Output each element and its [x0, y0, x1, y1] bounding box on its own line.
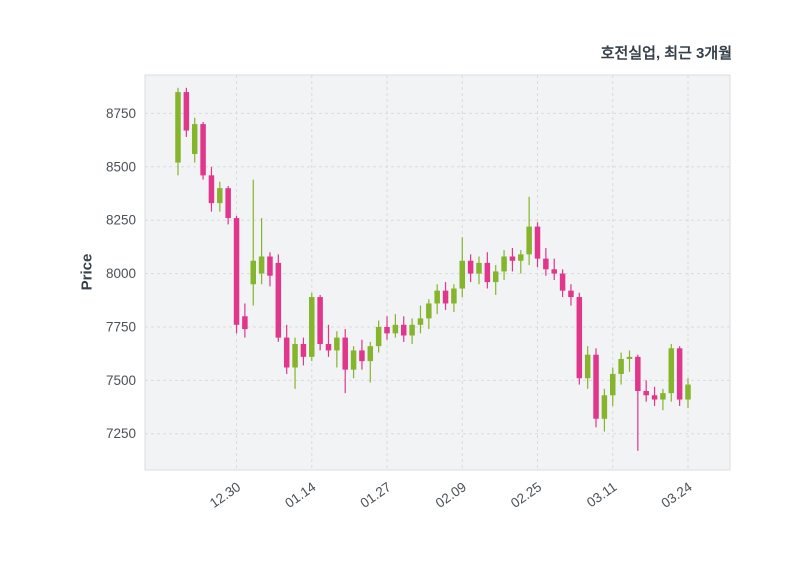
candle-body: [275, 262, 282, 338]
candle-body: [551, 269, 557, 274]
candle-body: [576, 297, 583, 379]
x-tick-label: 01.27: [357, 479, 393, 511]
x-tick-label: 02.09: [433, 479, 469, 511]
candle-body: [325, 344, 332, 351]
candle-body: [342, 337, 348, 370]
candle-body: [317, 297, 323, 345]
candle-body: [392, 324, 399, 334]
candle-body: [442, 290, 449, 304]
candle-body: [183, 92, 190, 131]
candle-body: [242, 316, 248, 330]
candle-body: [559, 273, 566, 291]
candle-body: [610, 373, 616, 396]
candle-body: [200, 124, 206, 176]
candle-body: [484, 262, 491, 283]
candle-body: [526, 226, 532, 255]
candle-body: [417, 318, 424, 325]
candle-body: [467, 260, 474, 274]
candle-body: [660, 393, 666, 400]
x-tick-label: 12.30: [207, 479, 243, 511]
candle-body: [375, 326, 382, 347]
candle-body: [300, 344, 307, 357]
candle-body: [367, 346, 374, 362]
candle-body: [225, 188, 231, 219]
candle-body: [350, 350, 357, 370]
candle-body: [409, 324, 415, 336]
candle-body: [384, 326, 390, 334]
y-tick-label: 7250: [106, 426, 136, 441]
candle-body: [568, 290, 574, 298]
candle-body: [651, 395, 658, 400]
candle-body: [175, 92, 181, 163]
candle-body: [233, 218, 240, 325]
candle-body: [267, 256, 273, 276]
candle-body: [626, 356, 633, 359]
candle-body: [618, 358, 624, 374]
candle-body: [451, 288, 457, 304]
y-tick-label: 8750: [106, 106, 136, 121]
y-tick-label: 7750: [106, 319, 136, 334]
candle-body: [426, 303, 432, 319]
candle-body: [191, 124, 198, 154]
y-tick-label: 8000: [106, 266, 136, 281]
candle-body: [676, 348, 683, 400]
chart-title: 호전실업, 최근 3개월: [600, 45, 732, 62]
candle-body: [509, 256, 516, 261]
candle-body: [359, 350, 365, 362]
x-tick-label: 03.11: [584, 479, 619, 510]
y-tick-label: 7500: [106, 373, 136, 388]
candle-body: [635, 356, 641, 391]
candle-body: [217, 188, 223, 204]
plot-area: [144, 74, 731, 471]
candle-body: [283, 337, 290, 368]
candle-body: [518, 254, 524, 261]
candle-body: [593, 354, 599, 419]
y-tick-label: 8250: [106, 213, 136, 228]
candle-body: [501, 256, 507, 272]
candle-body: [601, 395, 608, 419]
candle-body: [492, 271, 499, 283]
candle-body: [685, 384, 691, 400]
candle-body: [459, 260, 466, 289]
candle-body: [258, 256, 265, 274]
candle-body: [668, 348, 675, 394]
x-tick-label: 01.14: [282, 479, 319, 511]
x-tick-label: 02.25: [508, 479, 544, 511]
candle-body: [434, 290, 440, 304]
candle-body: [250, 260, 256, 285]
y-tick-label: 8500: [106, 159, 136, 174]
x-tick-label: 03.24: [658, 479, 695, 511]
candle-body: [292, 344, 298, 368]
candle-body: [208, 175, 215, 204]
candle-body: [584, 354, 591, 379]
candle-body: [400, 324, 407, 336]
candle-body: [643, 391, 649, 396]
candle-body: [334, 337, 340, 351]
candle-body: [476, 262, 482, 274]
candle-body: [309, 297, 315, 357]
candle-body: [534, 226, 541, 259]
candle-body: [543, 258, 549, 270]
